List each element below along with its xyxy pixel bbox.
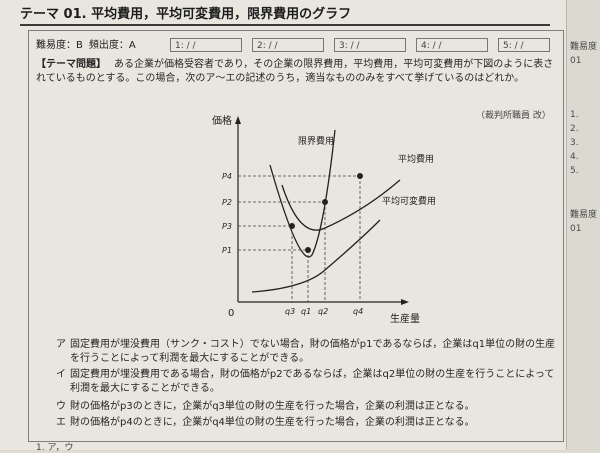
frequency-label: 頻出度：A <box>88 40 136 51</box>
choice-i-text: 固定費用が埋没費用である場合，財の価格がp2であるならば，企業はq2単位の財の生… <box>70 369 555 394</box>
page-title: テーマ 01. 平均費用，平均可変費用，限界費用のグラフ <box>20 5 550 26</box>
origin-label: 0 <box>228 308 234 319</box>
ac-label: 平均費用 <box>398 153 434 165</box>
x-tick-q3: q3 <box>285 307 295 316</box>
mc-label: 限界費用 <box>298 135 334 147</box>
x-tick-q2: q2 <box>318 307 328 316</box>
choice-a-label: ア <box>56 339 66 350</box>
avc-label: 平均可変費用 <box>382 195 436 207</box>
adjacent-page: 難易度 01 1. 2. 3. 4. 5. 難易度 01 <box>566 0 600 450</box>
right-page-line-1: 難易度 <box>570 42 598 52</box>
x-tick-q4: q4 <box>353 307 363 316</box>
check-box-4: 4: / / <box>416 38 488 52</box>
right-page-line-7: 5. <box>570 166 579 176</box>
choice-u-label: ウ <box>56 401 66 412</box>
y-tick-p3: P3 <box>222 222 232 231</box>
y-axis-label: 価格 <box>212 114 232 127</box>
choice-u-text: 財の価格がp3のときに，企業がq3単位の財の生産を行った場合，企業の利潤は正とな… <box>70 401 475 412</box>
point-p2-q2 <box>322 199 328 205</box>
textbook-page: テーマ 01. 平均費用，平均可変費用，限界費用のグラフ 難易度：B 頻出度：A… <box>0 0 566 453</box>
problem-frame <box>28 30 564 442</box>
choice-e: エ財の価格がp4のときに，企業がq4単位の財の生産を行った場合，企業の利潤は正と… <box>56 416 566 430</box>
problem-statement: 【テーマ問題】 ある企業が価格受容者であり，その企業の限界費用，平均費用，平均可変… <box>36 58 558 86</box>
right-page-line-5: 3. <box>570 138 579 148</box>
right-page-line-6: 4. <box>570 152 579 162</box>
check-box-1: 1: / / <box>170 38 242 52</box>
problem-text: ある企業が価格受容者であり，その企業の限界費用，平均費用，平均可変費用が下図のよ… <box>36 59 554 84</box>
choice-a: ア固定費用が埋没費用（サンク・コスト）でない場合，財の価格がp1であるならば，企… <box>56 338 566 366</box>
marginal-cost-curve <box>269 129 336 258</box>
choice-e-label: エ <box>56 417 66 428</box>
y-tick-p2: P2 <box>222 198 232 207</box>
problem-tag: 【テーマ問題】 <box>36 59 106 70</box>
meta-row: 難易度：B 頻出度：A <box>36 38 136 54</box>
choice-u: ウ財の価格がp3のときに，企業がq3単位の財の生産を行った場合，企業の利潤は正と… <box>56 400 566 414</box>
right-page-line-3: 1. <box>570 110 579 120</box>
point-p4-q4 <box>357 173 363 179</box>
check-box-2: 2: / / <box>252 38 324 52</box>
right-page-line-9: 01 <box>570 224 582 234</box>
choice-a-text: 固定費用が埋没費用（サンク・コスト）でない場合，財の価格がp1であるならば，企業… <box>70 339 556 364</box>
choice-e-text: 財の価格がp4のときに，企業がq4単位の財の生産を行った場合，企業の利潤は正とな… <box>70 417 475 428</box>
point-p1-q1 <box>305 247 311 253</box>
check-box-5: 5: / / <box>498 38 550 52</box>
answer-footer: 1. ア，ウ <box>36 443 74 453</box>
x-axis-label: 生産量 <box>390 312 420 325</box>
right-page-line-8: 難易度 <box>570 210 598 220</box>
y-tick-p1: P1 <box>222 246 232 255</box>
right-page-line-2: 01 <box>570 56 582 66</box>
problem-source: （裁判所職員 改） <box>476 111 551 121</box>
guide-lines <box>238 175 361 302</box>
x-tick-q1: q1 <box>301 307 311 316</box>
difficulty-label: 難易度：B <box>36 40 83 51</box>
choice-i: イ固定費用が埋没費用である場合，財の価格がp2であるならば，企業はq2単位の財の… <box>56 368 566 396</box>
choice-i-label: イ <box>56 369 66 380</box>
point-p3-q3 <box>289 223 295 229</box>
right-page-line-4: 2. <box>570 124 579 134</box>
y-tick-p4: P4 <box>222 172 232 181</box>
cost-curve-graph: 価格 生産量 0 限界費用 平均費用 平均可変費用 P4 P2 P3 P1 q3… <box>212 114 436 325</box>
check-box-3: 3: / / <box>334 38 406 52</box>
